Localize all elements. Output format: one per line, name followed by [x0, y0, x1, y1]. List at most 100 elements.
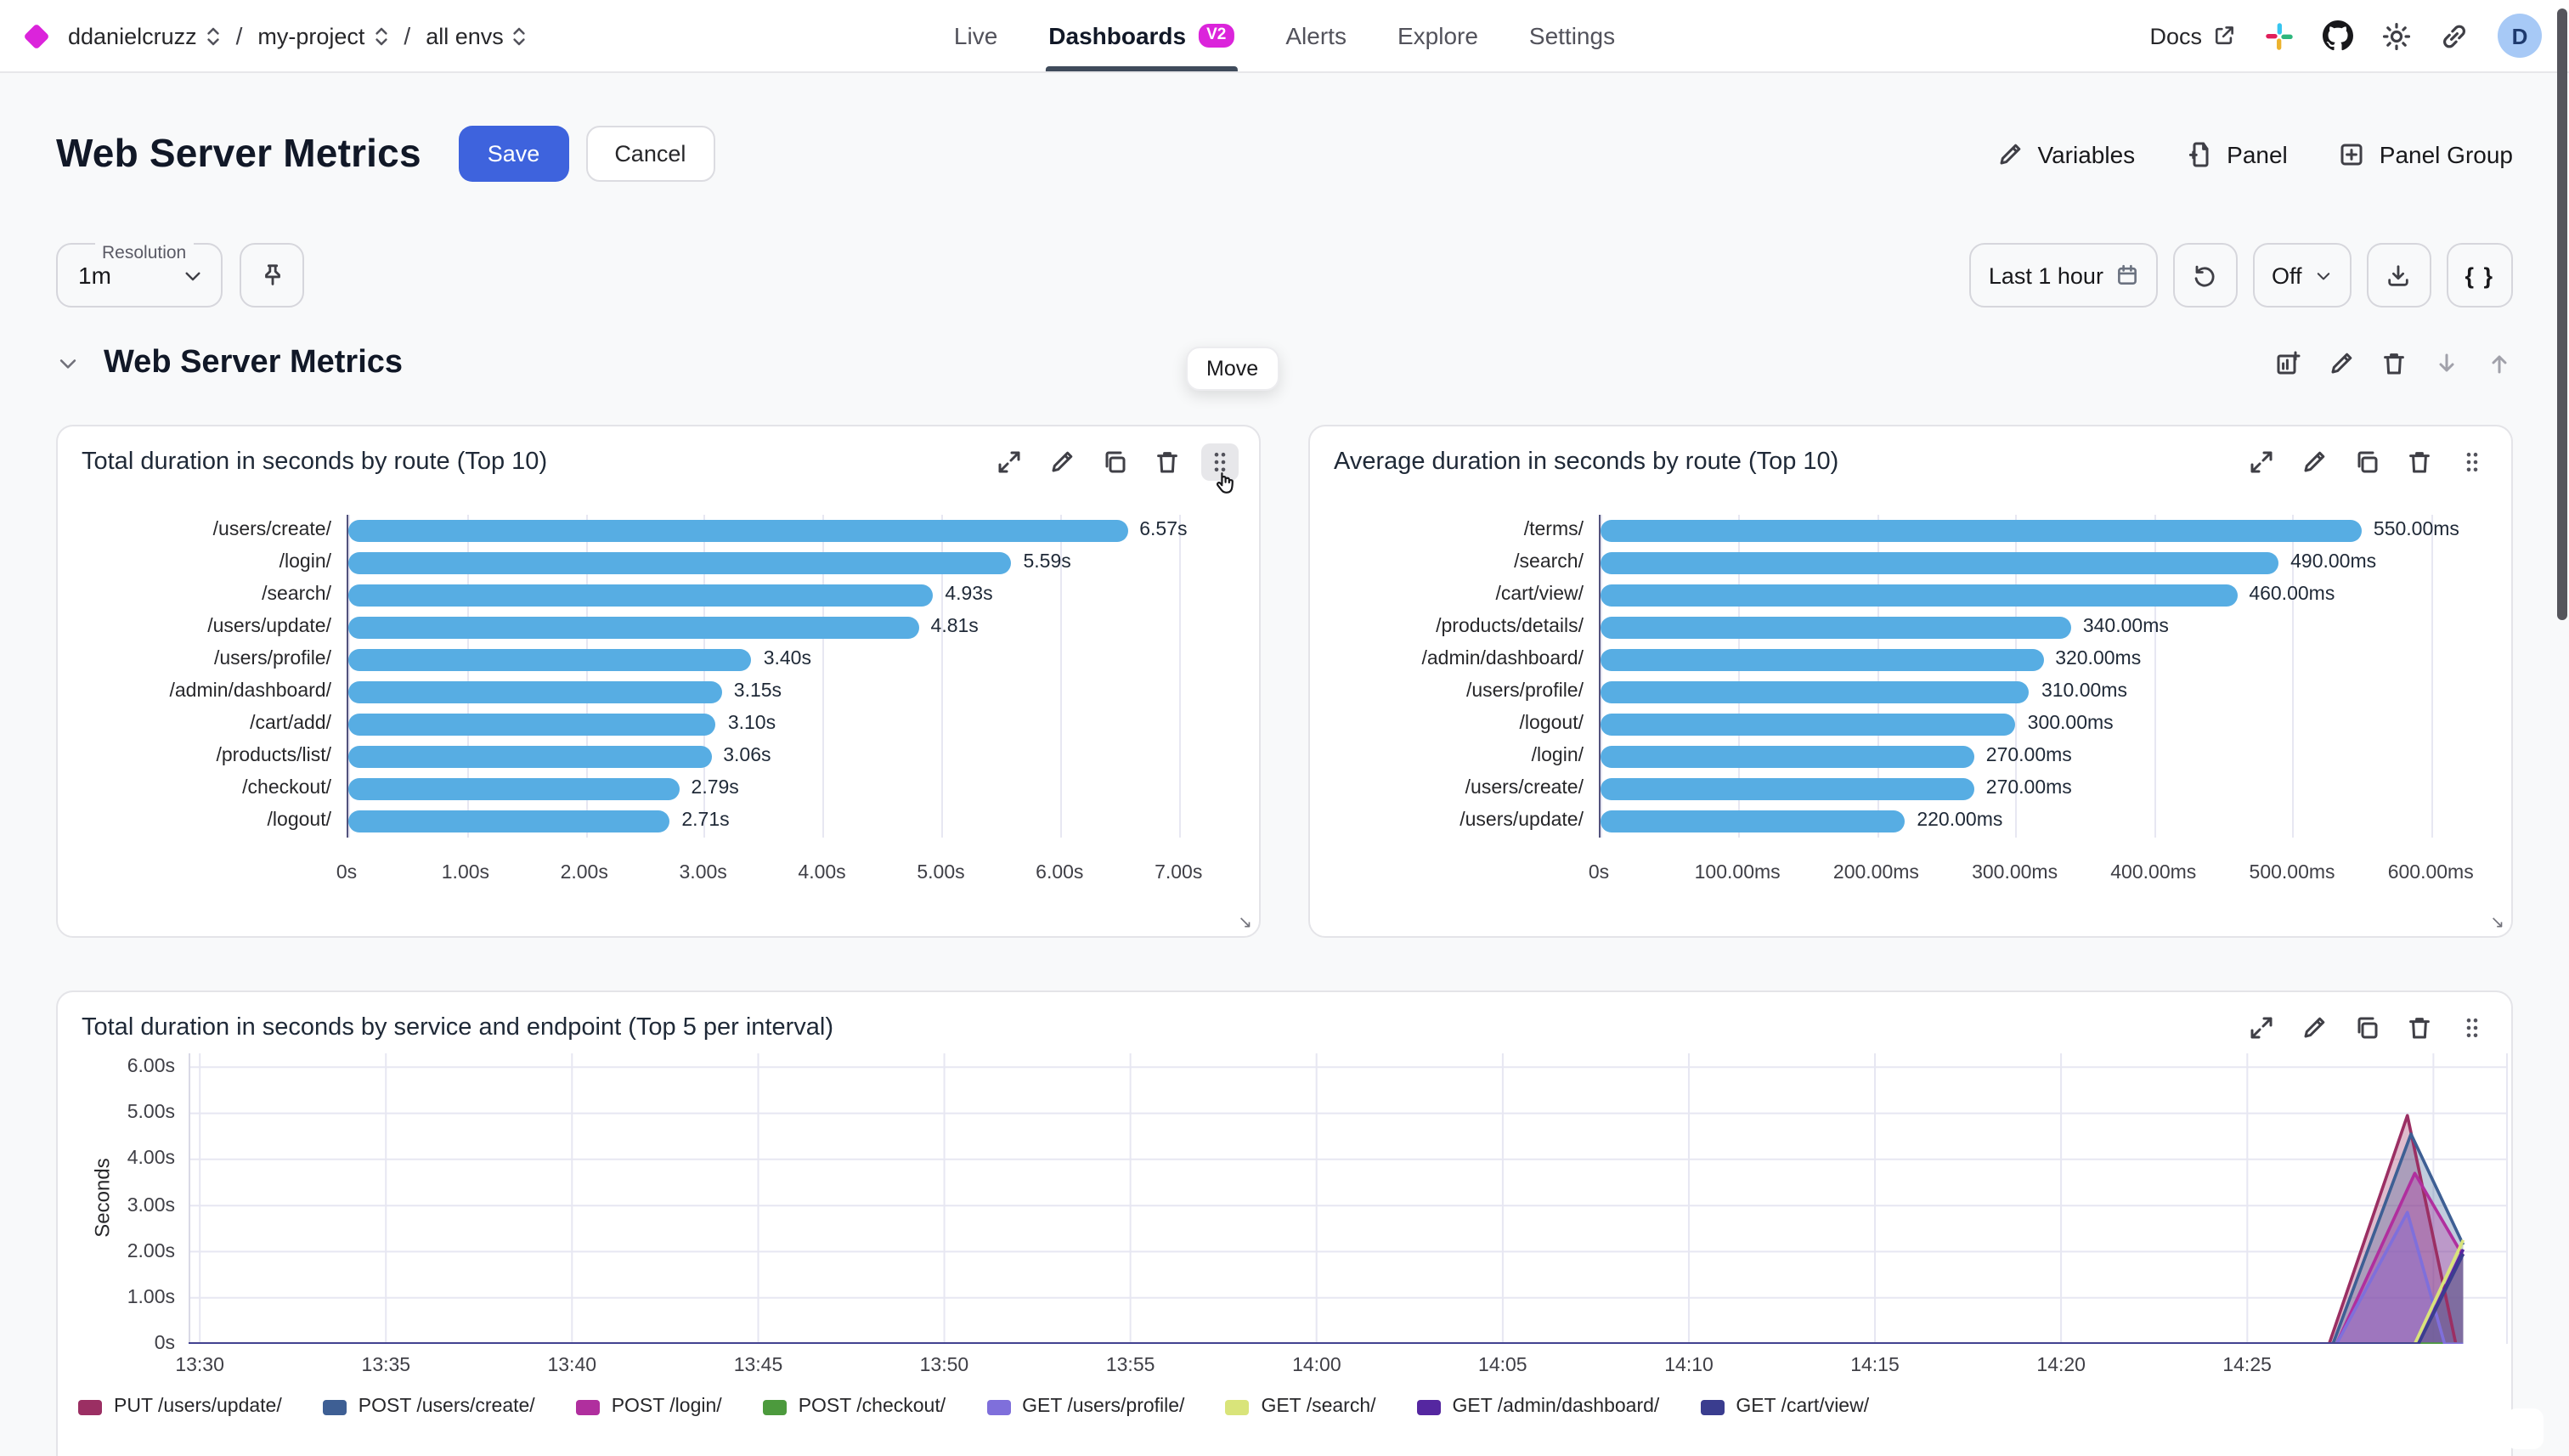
json-editor-button[interactable]: { }	[2446, 243, 2513, 308]
panel-delete-button[interactable]	[1149, 443, 1186, 481]
tab-explore[interactable]: Explore	[1397, 22, 1478, 49]
panel-copy-button[interactable]	[2348, 443, 2386, 481]
legend-item[interactable]: GET /search/	[1225, 1397, 1376, 1417]
legend-item[interactable]: POST /users/create/	[322, 1397, 535, 1417]
slack-icon[interactable]	[2265, 21, 2294, 50]
value-label: 340.00ms	[2082, 617, 2169, 637]
add-panel-button[interactable]	[2275, 350, 2302, 377]
legend-item[interactable]: POST /login/	[575, 1397, 722, 1417]
value-label: 3.06s	[723, 746, 771, 766]
category-label: /users/profile/	[213, 649, 331, 669]
chevron-down-icon	[2317, 272, 2329, 279]
x-tick-label: 7.00s	[1155, 863, 1203, 883]
panel-drag-handle-button[interactable]	[1201, 443, 1239, 481]
legend-item[interactable]: GET /cart/view/	[1700, 1397, 1869, 1417]
legend-item[interactable]: PUT /users/update/	[78, 1397, 282, 1417]
bar	[1601, 617, 2071, 639]
value-label: 2.79s	[691, 778, 739, 799]
share-link-icon[interactable]	[2440, 21, 2469, 50]
x-tick-label: 5.00s	[917, 863, 965, 883]
tab-dashboards[interactable]: Dashboards V2	[1045, 0, 1238, 71]
refresh-button[interactable]	[2172, 243, 2238, 308]
resolution-select[interactable]: Resolution 1m	[56, 243, 223, 308]
panel-expand-button[interactable]	[2243, 1009, 2280, 1047]
panel-group-button[interactable]: Panel Group	[2339, 140, 2513, 167]
bar-row: /login/ 5.59s	[279, 547, 1228, 579]
breadcrumb-item-1[interactable]: my-project	[257, 23, 388, 48]
panel-delete-button[interactable]	[2401, 1009, 2438, 1047]
edit-icon	[1052, 451, 1073, 472]
download-button[interactable]	[2366, 243, 2431, 308]
gridline	[466, 515, 469, 838]
version-badge: V2	[1198, 23, 1235, 48]
theme-light-icon[interactable]	[2382, 21, 2411, 50]
panel-drag-handle-button[interactable]	[2453, 1009, 2491, 1047]
panel-delete-button[interactable]	[2401, 443, 2438, 481]
x-tick-label: 6.00s	[1036, 863, 1084, 883]
panel-edit-button[interactable]	[2295, 1009, 2333, 1047]
value-label: 310.00ms	[2041, 681, 2127, 702]
gridline	[2431, 515, 2433, 838]
value-label: 320.00ms	[2055, 649, 2142, 669]
collapse-section-icon[interactable]	[56, 352, 80, 375]
series-area	[189, 1173, 2464, 1344]
copy-icon	[1105, 451, 1126, 473]
tab-live[interactable]: Live	[953, 22, 998, 49]
github-icon[interactable]	[2323, 20, 2353, 51]
docs-link[interactable]: Docs	[2149, 23, 2236, 48]
value-label: 490.00ms	[2290, 552, 2377, 573]
x-axis: 0s 100.00ms 200.00ms 300.00ms 400.00ms 500.00…	[1589, 853, 2481, 897]
edit-button[interactable]	[2328, 350, 2355, 377]
legend-item[interactable]: GET /users/profile/	[986, 1397, 1184, 1417]
braces-icon: { }	[2465, 262, 2494, 288]
panel-expand-button[interactable]	[2243, 443, 2280, 481]
x-tick-label: 13:45	[733, 1356, 783, 1376]
bar-row: /products/details/ 340.00ms	[1436, 612, 2481, 644]
legend-swatch	[1416, 1399, 1441, 1414]
panel-edit-button[interactable]	[1043, 443, 1081, 481]
legend-item[interactable]: POST /checkout/	[762, 1397, 946, 1417]
toolbar: Resolution 1m Last 1 hour Off	[56, 243, 2513, 308]
bar	[1601, 552, 2279, 574]
copy-icon	[2357, 1017, 2378, 1039]
category-label: /logout/	[267, 810, 331, 831]
move-up-button[interactable]	[2486, 350, 2513, 377]
panel-copy-button[interactable]	[1096, 443, 1133, 481]
legend-item[interactable]: GET /admin/dashboard/	[1416, 1397, 1659, 1417]
tab-settings[interactable]: Settings	[1528, 22, 1616, 49]
panel-copy-button[interactable]	[2348, 1009, 2386, 1047]
breadcrumb-item-2[interactable]: all envs	[426, 23, 528, 48]
panel-drag-handle-button[interactable]	[2453, 443, 2491, 481]
value-label: 270.00ms	[1985, 778, 2072, 799]
panel-edit-button[interactable]	[2295, 443, 2333, 481]
bar-row: /logout/ 2.71s	[268, 805, 1228, 838]
panel-button[interactable]: Panel	[2186, 140, 2288, 167]
resolution-value: 1m	[78, 262, 111, 289]
value-label: 5.59s	[1023, 552, 1071, 573]
breadcrumb-item-0[interactable]: ddanielcruzz	[68, 23, 221, 48]
save-button[interactable]: Save	[458, 126, 569, 182]
panel-expand-button[interactable]	[991, 443, 1028, 481]
bar	[1601, 584, 2238, 607]
move-down-button[interactable]	[2433, 350, 2460, 377]
variables-button[interactable]: Variables	[1997, 140, 2135, 167]
pin-resolution-button[interactable]	[240, 243, 304, 308]
value-label: 2.71s	[681, 810, 730, 831]
resize-handle-icon[interactable]: ↘	[2490, 914, 2504, 933]
resize-handle-icon[interactable]: ↘	[1238, 914, 1252, 933]
avatar[interactable]: D	[2498, 14, 2542, 58]
auto-refresh-select[interactable]: Off	[2252, 243, 2352, 308]
x-tick-label: 100.00ms	[1694, 863, 1781, 883]
bar-row: /cart/add/ 3.10s	[250, 708, 1228, 741]
cancel-button[interactable]: Cancel	[585, 126, 715, 182]
x-tick-label: 14:10	[1664, 1356, 1714, 1376]
delete-button[interactable]	[2380, 350, 2408, 377]
bar	[1601, 714, 2016, 736]
page-scrollbar[interactable]	[2557, 8, 2567, 620]
tab-alerts[interactable]: Alerts	[1285, 22, 1347, 49]
series-line	[189, 1249, 2465, 1344]
time-range-button[interactable]: Last 1 hour	[1969, 243, 2158, 308]
panel-actions	[2243, 1009, 2491, 1047]
breadcrumb-separator: /	[235, 22, 243, 49]
expand-icon	[2250, 451, 2273, 473]
